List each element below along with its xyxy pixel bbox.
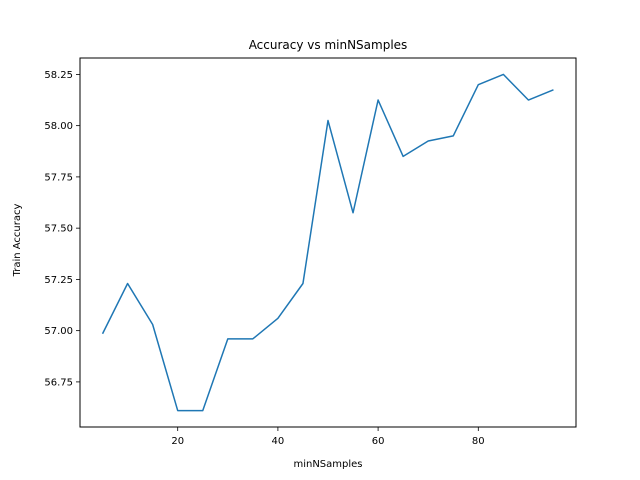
y-tick-label: 57.50 [44,224,73,235]
y-tick-label: 57.25 [44,275,73,286]
x-tick-label: 20 [171,436,184,447]
y-tick-label: 58.25 [44,70,73,81]
y-tick-label: 58.00 [44,121,73,132]
y-tick-label: 57.00 [44,326,73,337]
y-tick-label: 56.75 [44,377,73,388]
axes-frame [79,57,577,428]
x-tick-label: 40 [272,436,285,447]
y-tick-label: 57.75 [44,172,73,183]
chart-title: Accuracy vs minNSamples [249,38,408,52]
y-axis-label: Train Accuracy [12,204,23,278]
plot-area: 20 40 60 80 56.75 57.00 57.25 57.50 57.75 58.00 58… [44,57,577,447]
x-tick-label: 80 [472,436,485,447]
x-tick-label: 60 [372,436,385,447]
x-axis-label: minNSamples [293,459,362,470]
